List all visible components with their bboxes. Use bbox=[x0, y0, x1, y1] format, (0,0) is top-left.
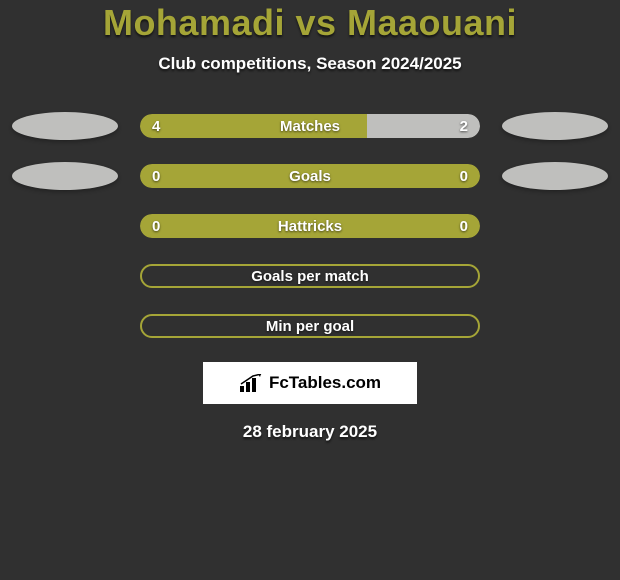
stat-rows: 4 2 Matches 0 0 Goals 0 0 Hattricks Goals per mat… bbox=[0, 112, 620, 340]
left-value: 0 bbox=[152, 168, 160, 185]
stat-row: Min per goal bbox=[0, 312, 620, 340]
page-subtitle: Club competitions, Season 2024/2025 bbox=[158, 54, 461, 74]
left-value: 4 bbox=[152, 118, 160, 135]
right-value: 0 bbox=[460, 168, 468, 185]
left-value: 0 bbox=[152, 218, 160, 235]
right-value: 0 bbox=[460, 218, 468, 235]
stat-label: Goals per match bbox=[251, 268, 369, 285]
left-ellipse bbox=[12, 112, 118, 140]
stat-label: Goals bbox=[289, 168, 331, 185]
stat-label: Min per goal bbox=[266, 318, 354, 335]
stat-label: Hattricks bbox=[278, 218, 342, 235]
chart-icon bbox=[239, 374, 263, 392]
brand-text: FcTables.com bbox=[269, 373, 381, 393]
stat-bar: Goals per match bbox=[140, 264, 480, 288]
page-title: Mohamadi vs Maaouani bbox=[103, 2, 517, 44]
stat-label: Matches bbox=[280, 118, 340, 135]
stat-bar: 0 0 Hattricks bbox=[140, 214, 480, 238]
right-value: 2 bbox=[460, 118, 468, 135]
stat-row: 0 0 Goals bbox=[0, 162, 620, 190]
left-ellipse bbox=[12, 162, 118, 190]
date-label: 28 february 2025 bbox=[243, 422, 377, 442]
comparison-infographic: Mohamadi vs Maaouani Club competitions, … bbox=[0, 0, 620, 442]
stat-row: 4 2 Matches bbox=[0, 112, 620, 140]
brand-badge: FcTables.com bbox=[203, 362, 417, 404]
stat-row: Goals per match bbox=[0, 262, 620, 290]
right-ellipse bbox=[502, 112, 608, 140]
stat-bar: 0 0 Goals bbox=[140, 164, 480, 188]
stat-row: 0 0 Hattricks bbox=[0, 212, 620, 240]
stat-bar: 4 2 Matches bbox=[140, 114, 480, 138]
right-ellipse bbox=[502, 162, 608, 190]
stat-bar: Min per goal bbox=[140, 314, 480, 338]
